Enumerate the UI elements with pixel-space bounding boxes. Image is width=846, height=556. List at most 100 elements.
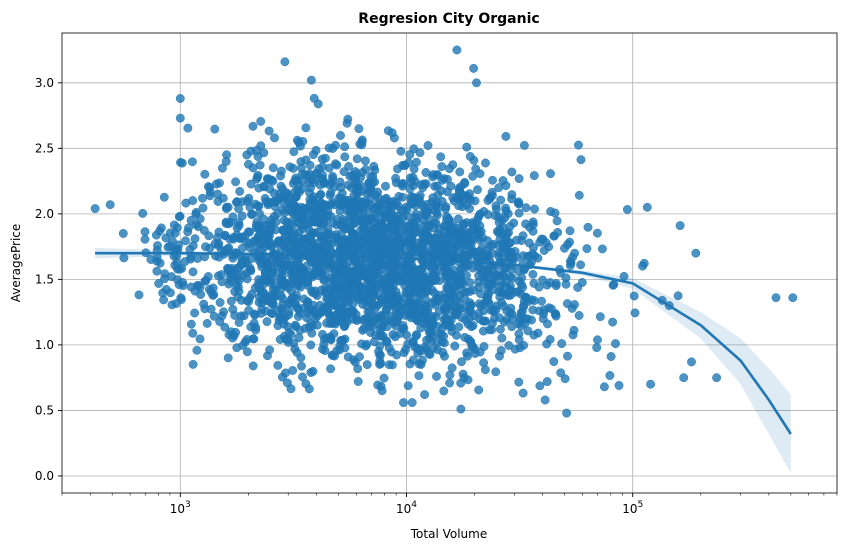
scatter-point — [434, 242, 444, 252]
scatter-point — [570, 248, 580, 258]
scatter-point — [505, 238, 515, 248]
scatter-point — [487, 264, 497, 274]
scatter-point — [267, 308, 276, 318]
scatter-point — [310, 260, 320, 270]
scatter-point — [260, 268, 270, 277]
scatter-point — [360, 156, 370, 166]
scatter-point — [478, 316, 488, 326]
scatter-point — [432, 181, 442, 191]
scatter-point — [188, 267, 198, 277]
scatter-point — [519, 140, 529, 150]
scatter-point — [297, 361, 306, 371]
scatter-point — [203, 272, 213, 281]
scatter-point — [412, 330, 422, 340]
scatter-point — [593, 335, 602, 345]
scatter-point — [353, 377, 363, 386]
scatter-point — [90, 204, 100, 214]
scatter-point — [359, 316, 369, 326]
scatter-point — [213, 197, 223, 206]
scatter-point — [619, 271, 629, 281]
scatter-point — [523, 326, 533, 336]
scatter-point — [326, 364, 336, 374]
scatter-point — [290, 320, 300, 330]
scatter-point — [389, 133, 399, 143]
scatter-point — [181, 236, 190, 246]
scatter-point — [386, 311, 396, 321]
scatter-point — [405, 150, 415, 160]
scatter-point — [230, 310, 240, 320]
scatter-point — [275, 189, 284, 199]
scatter-point — [271, 217, 281, 227]
scatter-point — [270, 133, 279, 143]
scatter-point — [529, 171, 539, 181]
y-tick-label: 1.0 — [35, 338, 54, 352]
scatter-point — [221, 157, 231, 166]
scatter-point — [341, 265, 351, 275]
scatter-point — [300, 170, 310, 180]
scatter-point — [553, 227, 563, 237]
scatter-point — [359, 236, 368, 246]
scatter-point — [394, 310, 404, 320]
scatter-point — [289, 147, 299, 157]
scatter-point — [339, 167, 349, 177]
scatter-point — [407, 260, 417, 270]
scatter-point — [622, 205, 632, 214]
scatter-point — [469, 285, 478, 295]
scatter-point — [248, 121, 258, 131]
scatter-point — [377, 386, 387, 396]
scatter-point — [119, 253, 129, 263]
scatter-point — [244, 297, 253, 307]
scatter-point — [262, 317, 272, 327]
scatter-point — [418, 183, 428, 193]
scatter-point — [195, 282, 205, 292]
scatter-point — [414, 371, 424, 381]
scatter-point — [296, 353, 306, 363]
scatter-point — [169, 220, 179, 230]
scatter-point — [463, 351, 472, 361]
scatter-point — [464, 305, 474, 315]
scatter-point — [516, 321, 526, 331]
scatter-point — [175, 211, 185, 221]
scatter-point — [134, 290, 144, 300]
scatter-point — [522, 252, 532, 261]
scatter-point — [494, 287, 504, 297]
scatter-point — [420, 390, 430, 400]
scatter-point — [457, 357, 466, 367]
scatter-point — [324, 163, 334, 173]
scatter-point — [205, 243, 215, 253]
scatter-point — [514, 208, 524, 218]
scatter-point — [240, 254, 250, 264]
scatter-point — [646, 379, 656, 389]
scatter-point — [234, 286, 244, 296]
scatter-point — [431, 312, 441, 322]
scatter-point — [499, 317, 509, 327]
scatter-point — [514, 174, 524, 184]
scatter-point — [687, 357, 696, 367]
scatter-point — [482, 245, 492, 255]
scatter-point — [537, 296, 547, 306]
scatter-point — [369, 161, 379, 171]
scatter-point — [611, 339, 620, 349]
scatter-point — [412, 222, 422, 232]
scatter-point — [264, 294, 274, 304]
scatter-point — [431, 300, 441, 310]
y-tick-label: 2.0 — [35, 207, 54, 221]
y-axis-ticks: 0.0 0.5 1.0 1.5 2.0 2.5 3.0 — [35, 76, 62, 483]
scatter-point — [439, 232, 449, 242]
scatter-point — [573, 283, 583, 292]
scatter-point — [177, 158, 187, 168]
scatter-point — [519, 340, 529, 350]
scatter-point — [264, 126, 274, 136]
scatter-point — [446, 269, 456, 279]
scatter-point — [293, 232, 303, 242]
scatter-point — [528, 226, 538, 236]
scatter-point — [336, 220, 346, 230]
scatter-point — [403, 381, 413, 391]
scatter-point — [217, 311, 227, 321]
scatter-point — [356, 173, 365, 183]
scatter-point — [242, 347, 252, 357]
scatter-point — [542, 339, 552, 349]
scatter-point — [432, 170, 442, 180]
scatter-point — [273, 360, 283, 370]
scatter-point — [447, 326, 457, 336]
